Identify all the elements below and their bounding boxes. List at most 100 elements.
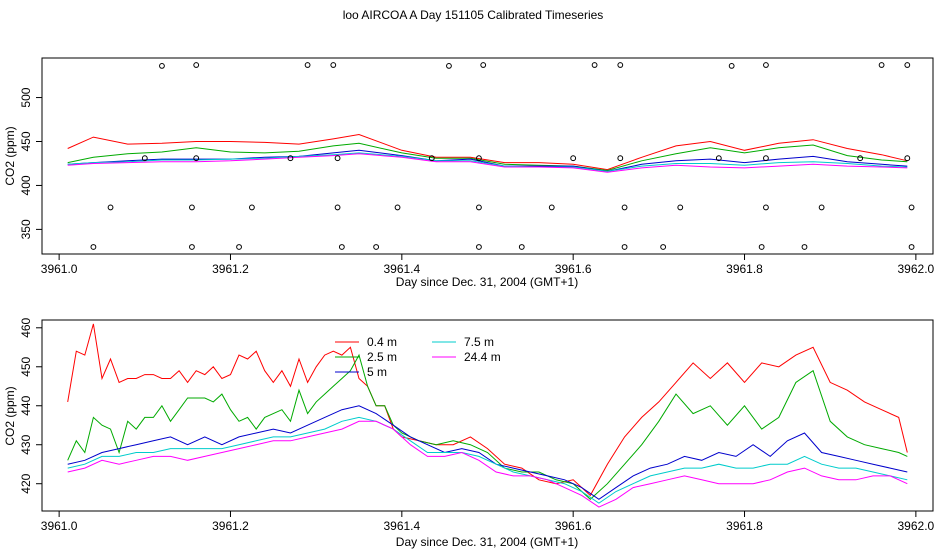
bottom-series-line-2 (67, 405, 908, 500)
bottom-ylabel: CO2 (ppm) (3, 386, 17, 445)
top-marker-point (248, 204, 255, 211)
top-marker-point (304, 62, 311, 68)
top-series-line-4 (67, 153, 908, 173)
bottom-y-tick-label: 450 (19, 356, 33, 376)
top-panel: Day since Dec. 31, 2004 (GMT+1) CO2 (ppm… (3, 57, 935, 289)
top-x-tick-label: 3961.4 (383, 262, 420, 276)
top-marker-point (476, 204, 482, 211)
top-x-tick-label: 3961.6 (555, 262, 592, 276)
top-marker-point (373, 244, 380, 250)
bottom-series-line-4 (67, 420, 908, 508)
bottom-y-ticks: 420 430 440 450 460 (19, 317, 42, 494)
top-marker-point (189, 244, 195, 250)
top-marker-point (334, 155, 341, 162)
top-xlabel: Day since Dec. 31, 2004 (GMT+1) (396, 275, 578, 289)
top-series-line-1 (67, 142, 908, 172)
top-marker-point (107, 204, 114, 211)
top-x-tick-label: 3961.0 (41, 262, 78, 276)
top-series-group (67, 133, 908, 173)
top-y-ticks: 350 400 450 500 (19, 87, 42, 239)
top-markers-group (90, 62, 915, 250)
legend-label-1: 2.5 m (367, 350, 397, 364)
top-marker-point (621, 244, 628, 250)
top-marker-point (617, 62, 624, 68)
top-y-tick-label: 500 (19, 87, 33, 107)
top-marker-point (287, 155, 294, 162)
top-marker-point (763, 62, 769, 68)
top-marker-point (763, 204, 769, 211)
top-marker-point (878, 62, 885, 68)
top-marker-point (763, 155, 769, 162)
top-x-tick-label: 3961.2 (212, 262, 249, 276)
top-marker-point (394, 204, 401, 211)
top-marker-point (908, 204, 915, 211)
top-marker-point (904, 155, 911, 162)
top-marker-point (338, 244, 345, 250)
legend-label-3: 7.5 m (464, 335, 494, 349)
top-marker-point (728, 63, 735, 69)
top-ylabel: CO2 (ppm) (3, 126, 17, 185)
top-marker-point (677, 204, 684, 211)
top-marker-point (548, 204, 555, 211)
bottom-x-tick-label: 3961.6 (555, 519, 592, 533)
bottom-y-tick-label: 440 (19, 395, 33, 415)
top-marker-point (236, 244, 242, 250)
top-marker-point (90, 244, 97, 250)
top-marker-point (446, 63, 452, 69)
bottom-x-tick-label: 3961.0 (41, 519, 78, 533)
top-marker-point (801, 244, 808, 250)
top-marker-point (476, 155, 482, 162)
top-marker-point (428, 155, 435, 162)
top-marker-point (758, 244, 765, 250)
top-plot-frame (41, 57, 934, 255)
legend-label-2: 5 m (367, 365, 387, 379)
bottom-xlabel: Day since Dec. 31, 2004 (GMT+1) (396, 535, 578, 549)
top-marker-point (908, 244, 915, 250)
bottom-y-tick-label: 420 (19, 473, 33, 493)
top-marker-point (189, 204, 195, 211)
top-marker-point (617, 155, 624, 162)
top-marker-point (518, 244, 525, 250)
top-y-tick-label: 350 (19, 219, 33, 239)
top-marker-point (193, 62, 200, 68)
top-series-line-0 (67, 133, 908, 171)
top-marker-point (904, 62, 911, 68)
top-marker-point (570, 155, 577, 162)
top-x-ticks: 3961.0 3961.2 3961.4 3961.6 3961.8 3962.0 (41, 254, 935, 276)
top-marker-point (330, 62, 337, 68)
top-series-line-2 (67, 149, 908, 172)
top-marker-point (193, 155, 200, 162)
bottom-legend: 0.4 m2.5 m5 m 7.5 m24.4 m (335, 335, 501, 379)
top-marker-point (159, 63, 165, 69)
bottom-x-tick-label: 3962.0 (898, 519, 935, 533)
top-marker-point (480, 62, 487, 68)
bottom-panel: Day since Dec. 31, 2004 (GMT+1) CO2 (ppm… (3, 317, 935, 549)
top-marker-point (334, 204, 341, 211)
top-marker-point (857, 155, 864, 162)
top-marker-point (660, 244, 667, 250)
top-series-line-3 (67, 152, 908, 172)
bottom-series-group (67, 323, 908, 508)
top-marker-point (141, 155, 148, 162)
top-y-tick-label: 450 (19, 131, 33, 151)
top-x-tick-label: 3961.8 (726, 262, 763, 276)
top-marker-point (715, 155, 722, 162)
bottom-x-tick-label: 3961.4 (383, 519, 420, 533)
bottom-x-tick-label: 3961.2 (212, 519, 249, 533)
bottom-y-tick-label: 430 (19, 434, 33, 454)
top-marker-point (591, 62, 598, 68)
bottom-series-line-1 (67, 353, 908, 500)
bottom-series-line-0 (67, 323, 908, 497)
bottom-y-tick-label: 460 (19, 317, 33, 337)
bottom-plot-frame (41, 319, 934, 512)
legend-label-4: 24.4 m (464, 350, 501, 364)
top-marker-point (818, 204, 825, 211)
top-marker-point (621, 204, 628, 211)
legend-label-0: 0.4 m (367, 335, 397, 349)
bottom-series-line-3 (67, 416, 908, 504)
bottom-x-tick-label: 3961.8 (726, 519, 763, 533)
top-x-tick-label: 3962.0 (898, 262, 935, 276)
top-y-tick-label: 400 (19, 175, 33, 195)
figure-title: loo AIRCOA A Day 151105 Calibrated Times… (343, 8, 604, 22)
